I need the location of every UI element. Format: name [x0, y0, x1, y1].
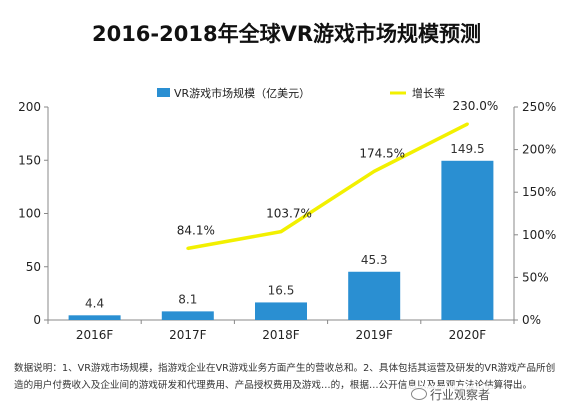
chart-title: 2016-2018年全球VR游戏市场规模预测: [91, 22, 482, 46]
y2-tick-label: 100%: [522, 228, 556, 242]
y-tick-label: 50: [26, 260, 41, 274]
y2-tick-label: 50%: [522, 270, 549, 284]
bar-labels: 4.4 8.1 16.5 45.3 149.5: [85, 142, 485, 311]
growth-line-path: [187, 122, 469, 251]
bar: [161, 311, 214, 320]
bar-label: 4.4: [85, 296, 104, 310]
bar-label: 45.3: [361, 253, 388, 267]
growth-label: 174.5%: [359, 146, 405, 160]
legend: VR游戏市场规模（亿美元） 增长率: [157, 86, 445, 100]
growth-label: 84.1%: [177, 223, 215, 237]
y2-tick-label: 0%: [522, 313, 541, 327]
bar: [255, 302, 307, 320]
y-tick-label: 100: [18, 207, 41, 221]
growth-point: [465, 122, 469, 126]
growth-line: [186, 122, 469, 251]
x-tick-label: 2018F: [262, 328, 300, 342]
watermark: 行业观察者: [408, 386, 494, 403]
legend-line-label: 增长率: [412, 86, 445, 100]
growth-labels: 84.1% 103.7% 174.5% 230.0%: [177, 99, 499, 237]
y2-tick-label: 150%: [522, 185, 556, 199]
x-tick-label: 2016F: [76, 328, 114, 342]
bar: [348, 271, 401, 320]
y2-tick-label: 250%: [522, 100, 556, 114]
data-note: 数据说明：1、VR游戏市场规模，指游戏企业在VR游戏业务方面产生的营收总和。2、…: [14, 363, 556, 391]
axes: 0 50 100 150 200 0% 50% 100% 150% 200% 250% 2016F 20…: [18, 100, 556, 342]
bar: [441, 160, 494, 320]
x-tick-label: 2019F: [355, 328, 393, 342]
growth-point: [279, 230, 283, 234]
bar-label: 8.1: [178, 292, 197, 306]
y-tick-label: 0: [33, 313, 41, 327]
bar: [68, 315, 121, 320]
watermark-text: 行业观察者: [430, 388, 491, 402]
wechat-icon: [411, 388, 427, 400]
growth-label: 103.7%: [266, 207, 312, 221]
growth-point: [372, 169, 376, 173]
x-tick-label: 2017F: [169, 328, 207, 342]
x-tick-label: 2020F: [449, 328, 487, 342]
growth-label: 230.0%: [453, 99, 499, 113]
legend-bar-swatch: [157, 88, 170, 97]
y-tick-label: 200: [18, 100, 41, 114]
bars: [68, 160, 494, 320]
bar-label: 149.5: [450, 142, 484, 156]
legend-bar-label: VR游戏市场规模（亿美元）: [174, 86, 310, 100]
y-tick-label: 150: [18, 153, 41, 167]
bar-label: 16.5: [268, 283, 295, 297]
growth-point: [186, 246, 190, 250]
y2-tick-label: 200%: [522, 143, 556, 157]
